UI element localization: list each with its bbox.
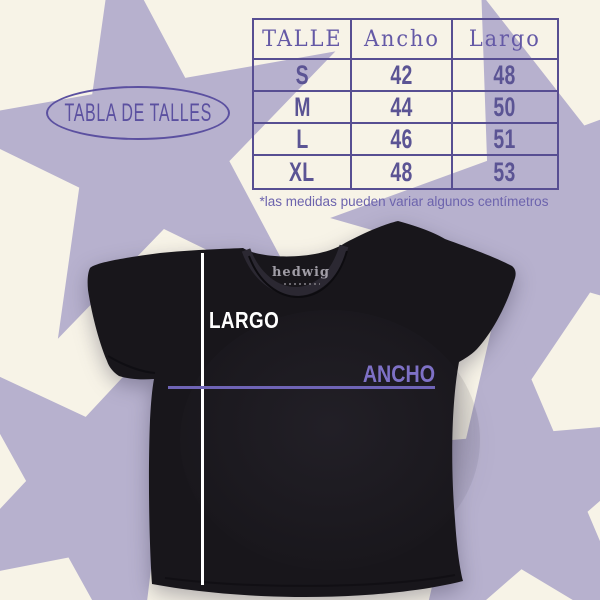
brand-label: hedwig [271,265,331,280]
badge-label: TABLA DE TALLES [64,98,212,127]
measurements-disclaimer-note: *las medidas pueden variar algunos centí… [259,194,549,209]
ancho-value: 42 [390,59,413,90]
column-header-largo: Largo [453,20,557,60]
largo-value: 50 [493,91,517,122]
table-row-s-ancho: 42 [352,60,453,92]
size-table: TALLE Ancho Largo S 42 48 M 44 50 L 46 5… [252,18,559,190]
table-row-m-size: M [254,92,352,124]
size-label: XL [289,156,315,187]
table-row-xl-largo: 53 [453,156,557,188]
largo-value: 48 [493,59,517,90]
star-shape-top-left [0,0,336,339]
table-row-m-largo: 50 [453,92,557,124]
table-row-m-ancho: 44 [352,92,453,124]
ancho-value: 48 [390,156,413,187]
size-label: S [295,59,309,90]
largo-label: LARGO [209,307,280,333]
fabric-sheen [180,310,480,570]
largo-value: 51 [493,123,517,154]
largo-value: 53 [493,156,517,187]
ancho-label: ANCHO [362,361,435,388]
table-row-s-size: S [254,60,352,92]
table-row-l-largo: 51 [453,124,557,156]
size-label: M [293,91,311,122]
ancho-value: 46 [390,123,413,154]
ancho-value: 44 [390,91,413,122]
table-row-l-size: L [254,124,352,156]
column-header-ancho: Ancho [352,20,453,60]
tabla-de-talles-badge: TABLA DE TALLES [46,86,230,140]
star-shape-bottom-right [325,300,600,600]
column-header-talle-label: TALLE [261,26,343,52]
column-header-ancho-label: Ancho [363,26,440,52]
table-row-xl-size: XL [254,156,352,188]
column-header-largo-label: Largo [469,26,541,52]
table-row-l-ancho: 46 [352,124,453,156]
ancho-measure-line [168,386,435,389]
collar-seam [248,250,348,298]
size-label: L [295,123,309,154]
hem-seam [164,574,456,587]
star-shape-top-right [330,0,600,432]
column-header-talle: TALLE [254,20,352,60]
left-sleeve-fold [107,355,156,374]
table-row-s-largo: 48 [453,60,557,92]
star-shape-bottom-left [0,313,294,600]
brand-sublabel-dots [284,283,320,285]
table-row-xl-ancho: 48 [352,156,453,188]
largo-measure-line [201,253,204,585]
